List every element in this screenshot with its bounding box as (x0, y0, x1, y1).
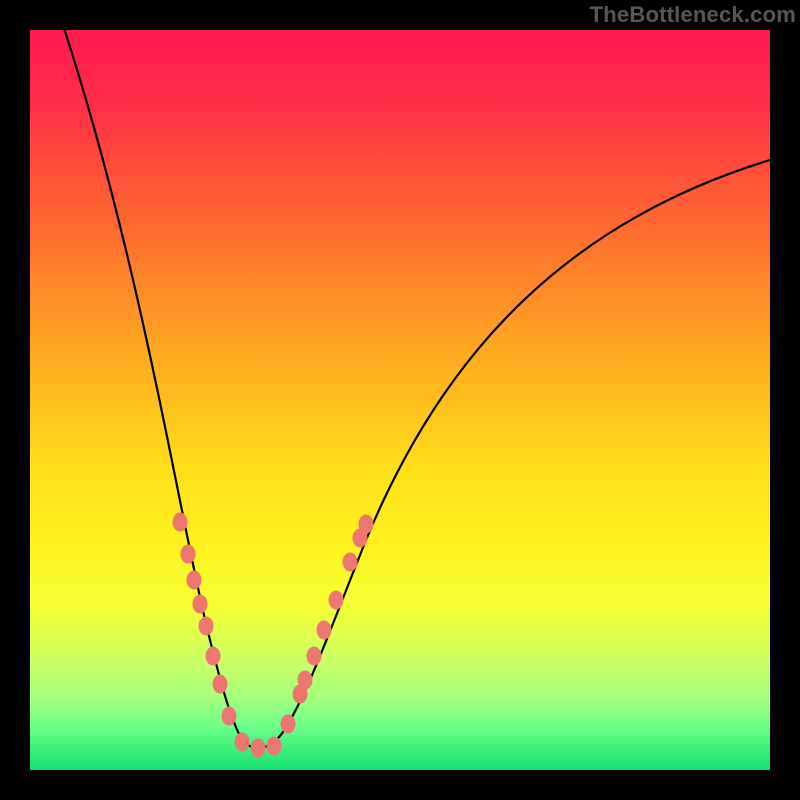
gradient-rect (30, 30, 770, 770)
plot-area (30, 10, 770, 770)
data-point (235, 733, 249, 751)
watermark-text: TheBottleneck.com (590, 2, 796, 28)
chart-svg (0, 0, 800, 800)
data-point (199, 617, 213, 635)
data-point (173, 513, 187, 531)
data-point (343, 553, 357, 571)
data-point (206, 647, 220, 665)
data-point (222, 707, 236, 725)
data-point (251, 739, 265, 757)
data-point (329, 591, 343, 609)
data-point (187, 571, 201, 589)
data-point (193, 595, 207, 613)
data-point (213, 675, 227, 693)
data-point (317, 621, 331, 639)
image-root: TheBottleneck.com (0, 0, 800, 800)
data-point (298, 671, 312, 689)
data-point (281, 715, 295, 733)
data-point (307, 647, 321, 665)
data-point (181, 545, 195, 563)
data-point (359, 515, 373, 533)
data-point (267, 737, 281, 755)
